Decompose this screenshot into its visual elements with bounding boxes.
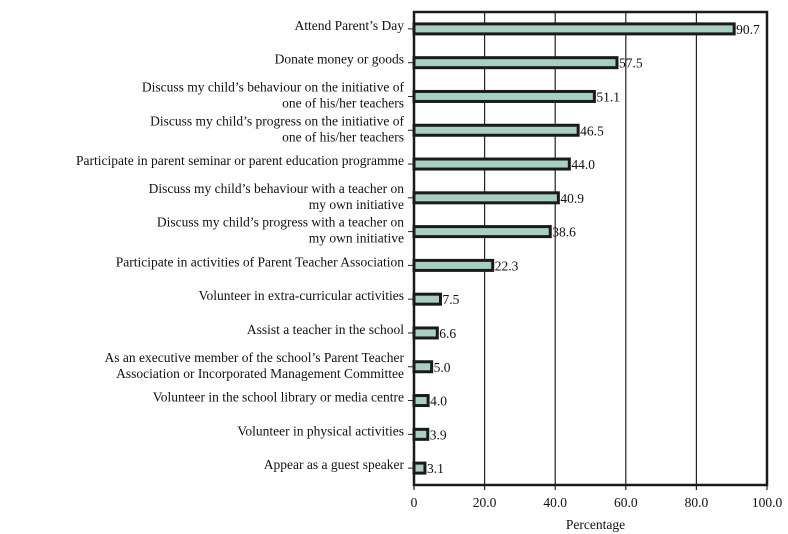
category-label: Association or Incorporated Management C… bbox=[116, 366, 404, 381]
bar bbox=[412, 225, 552, 239]
category-label: Volunteer in the school library or media… bbox=[153, 390, 404, 405]
category-label: one of his/her teachers bbox=[282, 129, 404, 144]
x-tick-label: 0 bbox=[411, 495, 418, 510]
category-label: Discuss my child’s behaviour with a teac… bbox=[149, 181, 405, 196]
data-label: 5.0 bbox=[434, 360, 451, 375]
x-axis-ticks: 0 20.0 40.0 60.0 80.0 100.0 bbox=[411, 485, 783, 510]
bar bbox=[412, 461, 427, 475]
bar bbox=[412, 427, 430, 441]
category-label: one of his/her teachers bbox=[282, 95, 404, 110]
x-axis-title: Percentage bbox=[566, 517, 625, 532]
bar bbox=[412, 258, 495, 272]
data-label: 40.9 bbox=[560, 191, 584, 206]
data-label: 7.5 bbox=[442, 292, 459, 307]
bar bbox=[412, 292, 442, 306]
data-label: 51.1 bbox=[596, 89, 620, 104]
category-label: Donate money or goods bbox=[275, 52, 404, 67]
bar bbox=[412, 89, 596, 103]
bar bbox=[412, 157, 571, 171]
data-label: 57.5 bbox=[619, 56, 643, 71]
data-label: 6.6 bbox=[439, 326, 456, 341]
gridlines bbox=[484, 12, 698, 485]
data-label: 38.6 bbox=[552, 225, 576, 240]
bar bbox=[412, 22, 736, 36]
category-label: Volunteer in physical activities bbox=[237, 423, 404, 438]
category-label: Participate in activities of Parent Teac… bbox=[116, 254, 404, 269]
category-label: Discuss my child’s behaviour on the init… bbox=[142, 79, 405, 94]
bar bbox=[412, 123, 580, 137]
category-label: Assist a teacher in the school bbox=[247, 322, 404, 337]
data-label: 22.3 bbox=[495, 258, 519, 273]
data-label: 44.0 bbox=[571, 157, 595, 172]
bar bbox=[412, 326, 439, 340]
plot-area-frame bbox=[412, 10, 769, 487]
category-label: Discuss my child’s progress with a teach… bbox=[157, 215, 404, 230]
x-tick-label: 60.0 bbox=[614, 495, 638, 510]
bar bbox=[412, 360, 434, 374]
bar bbox=[412, 56, 619, 70]
bar bbox=[412, 394, 430, 408]
category-label: Volunteer in extra-curricular activities bbox=[198, 288, 404, 303]
category-label: Discuss my child’s progress on the initi… bbox=[150, 113, 404, 128]
data-label: 4.0 bbox=[430, 394, 447, 409]
data-label: 46.5 bbox=[580, 123, 604, 138]
data-label: 3.9 bbox=[430, 427, 447, 442]
x-tick-label: 100.0 bbox=[752, 495, 783, 510]
category-labels: Attend Parent’s Day Donate money or goods… bbox=[76, 18, 414, 472]
category-label: As an executive member of the school’s P… bbox=[105, 350, 405, 365]
category-label: my own initiative bbox=[309, 197, 404, 212]
bars bbox=[412, 22, 736, 475]
category-label: Attend Parent’s Day bbox=[295, 18, 405, 33]
value-labels: 90.7 57.5 51.1 46.5 44.0 40.9 38.6 22.3 7.5 6.6 5.… bbox=[427, 22, 760, 476]
x-tick-label: 20.0 bbox=[473, 495, 497, 510]
category-label: my own initiative bbox=[309, 231, 404, 246]
category-label: Appear as a guest speaker bbox=[264, 457, 405, 472]
category-label: Participate in parent seminar or parent … bbox=[76, 153, 404, 168]
bar bbox=[412, 191, 560, 205]
x-tick-label: 80.0 bbox=[685, 495, 709, 510]
x-tick-label: 40.0 bbox=[543, 495, 567, 510]
data-label: 3.1 bbox=[427, 461, 444, 476]
data-label: 90.7 bbox=[736, 22, 760, 37]
